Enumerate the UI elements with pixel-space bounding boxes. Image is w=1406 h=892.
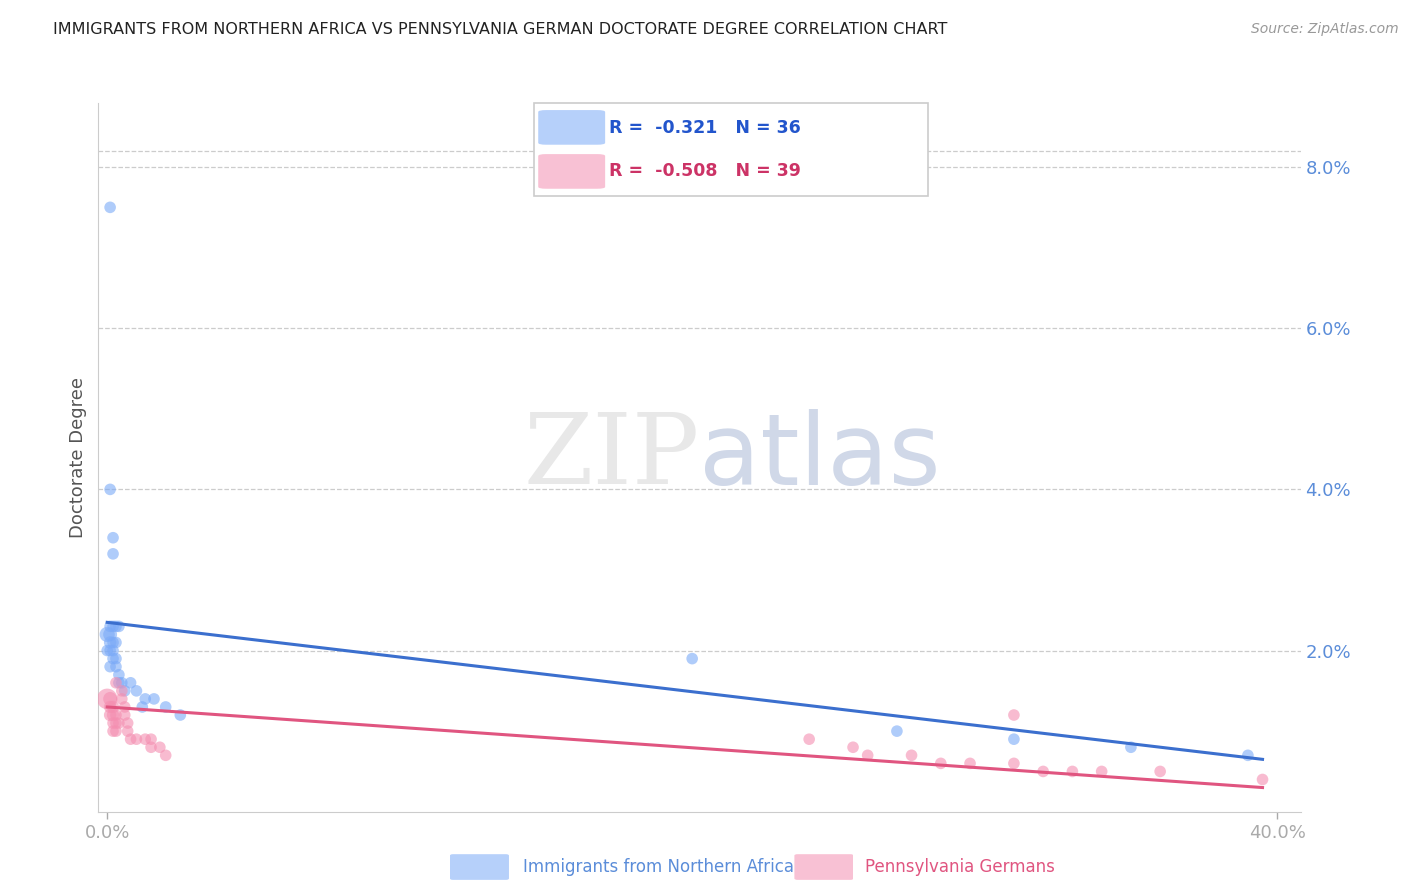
Point — [1251, 772, 1274, 787]
Point — [98, 635, 121, 649]
Point — [1032, 764, 1054, 779]
Point — [1149, 764, 1171, 779]
Point — [134, 732, 156, 747]
Point — [104, 635, 127, 649]
Point — [104, 708, 127, 723]
Point — [111, 692, 134, 706]
Point — [139, 732, 162, 747]
Point — [101, 635, 124, 649]
Point — [1237, 748, 1260, 763]
Point — [929, 756, 952, 771]
Point — [98, 627, 121, 641]
Text: atlas: atlas — [700, 409, 941, 506]
Text: ZIP: ZIP — [523, 409, 700, 505]
Text: IMMIGRANTS FROM NORTHERN AFRICA VS PENNSYLVANIA GERMAN DOCTORATE DEGREE CORRELAT: IMMIGRANTS FROM NORTHERN AFRICA VS PENNS… — [53, 22, 948, 37]
Point — [1062, 764, 1084, 779]
Text: R =  -0.321   N = 36: R = -0.321 N = 36 — [609, 119, 801, 136]
Point — [98, 708, 121, 723]
Point — [104, 651, 127, 665]
Point — [134, 692, 156, 706]
Point — [139, 740, 162, 755]
Point — [120, 732, 142, 747]
Point — [98, 692, 121, 706]
Point — [114, 683, 136, 698]
Point — [1091, 764, 1114, 779]
Point — [101, 700, 124, 714]
FancyBboxPatch shape — [534, 103, 928, 196]
Point — [120, 675, 142, 690]
Point — [1119, 740, 1142, 755]
Point — [108, 619, 131, 633]
Point — [125, 683, 148, 698]
Point — [104, 716, 127, 731]
Point — [101, 724, 124, 739]
Point — [98, 643, 121, 657]
Point — [98, 700, 121, 714]
Point — [143, 692, 166, 706]
Point — [114, 700, 136, 714]
Point — [1002, 732, 1025, 747]
Point — [96, 643, 118, 657]
Point — [155, 700, 177, 714]
Y-axis label: Doctorate Degree: Doctorate Degree — [69, 376, 87, 538]
Point — [98, 619, 121, 633]
Point — [108, 675, 131, 690]
Point — [96, 627, 118, 641]
Point — [96, 692, 118, 706]
Point — [101, 708, 124, 723]
Point — [101, 643, 124, 657]
Point — [101, 716, 124, 731]
Point — [886, 724, 908, 739]
Point — [98, 200, 121, 214]
Point — [101, 619, 124, 633]
Point — [111, 675, 134, 690]
Text: Immigrants from Northern Africa: Immigrants from Northern Africa — [523, 858, 794, 876]
Point — [681, 651, 703, 665]
Point — [125, 732, 148, 747]
FancyBboxPatch shape — [538, 154, 605, 189]
Point — [104, 659, 127, 673]
Point — [169, 708, 191, 723]
Point — [108, 667, 131, 681]
Point — [117, 716, 139, 731]
Point — [900, 748, 922, 763]
Point — [104, 675, 127, 690]
Point — [98, 659, 121, 673]
Point — [108, 716, 131, 731]
Point — [1002, 756, 1025, 771]
Point — [111, 683, 134, 698]
Point — [98, 483, 121, 497]
Point — [104, 619, 127, 633]
Point — [101, 531, 124, 545]
Point — [959, 756, 981, 771]
Point — [101, 651, 124, 665]
Point — [117, 724, 139, 739]
Point — [101, 547, 124, 561]
Point — [799, 732, 821, 747]
Text: Source: ZipAtlas.com: Source: ZipAtlas.com — [1251, 22, 1399, 37]
Point — [856, 748, 879, 763]
FancyBboxPatch shape — [450, 855, 509, 880]
Point — [149, 740, 172, 755]
Point — [842, 740, 865, 755]
Point — [131, 700, 153, 714]
FancyBboxPatch shape — [538, 110, 605, 145]
Point — [1002, 708, 1025, 723]
Point — [114, 708, 136, 723]
Text: R =  -0.508   N = 39: R = -0.508 N = 39 — [609, 162, 801, 180]
Text: Pennsylvania Germans: Pennsylvania Germans — [865, 858, 1054, 876]
Point — [155, 748, 177, 763]
Point — [104, 724, 127, 739]
FancyBboxPatch shape — [794, 855, 853, 880]
